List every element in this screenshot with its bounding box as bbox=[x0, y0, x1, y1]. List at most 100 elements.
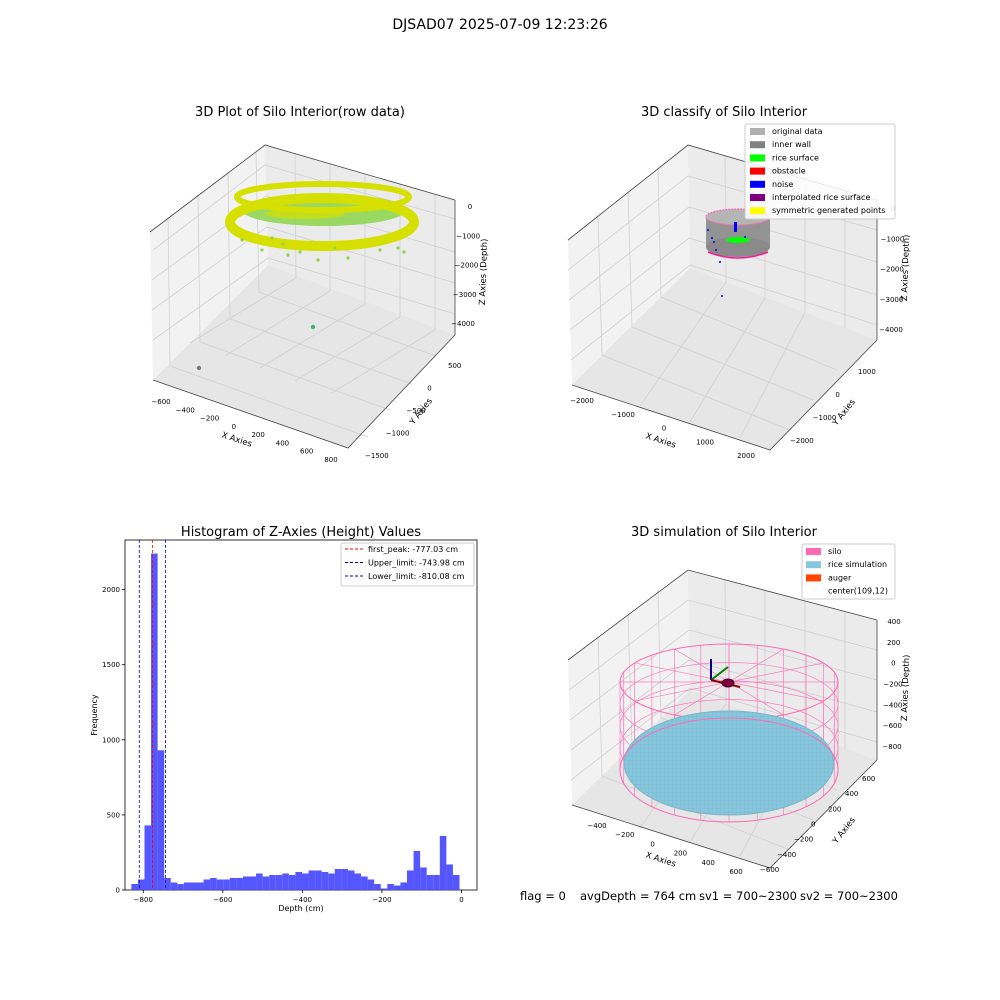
sim-title: 3D simulation of Silo Interior bbox=[631, 525, 818, 540]
hist-bars bbox=[131, 553, 460, 890]
classify-legend-label: inner wall bbox=[772, 140, 811, 149]
classify-legend-label: obstacle bbox=[772, 167, 806, 176]
hist-bar bbox=[433, 874, 440, 890]
panel-classify-title: 3D classify of Silo Interior bbox=[641, 105, 808, 120]
classify-legend-label: symmetric generated points bbox=[772, 206, 885, 215]
classify-x-tick: 1000 bbox=[696, 438, 714, 446]
classify-ylabel: Y Axies bbox=[830, 397, 858, 429]
silo-roof-spoke bbox=[728, 681, 824, 702]
classify-legend: original data inner wall rice surface obsta… bbox=[744, 123, 896, 220]
hist-bar bbox=[446, 864, 453, 890]
raw-y-tick: 500 bbox=[448, 362, 461, 370]
hist-legend: first_peak: -777.03 cm Upper_limit: -743.… bbox=[340, 542, 475, 587]
raw-x-tick: −200 bbox=[200, 415, 219, 423]
raw-y-tick: −500 bbox=[407, 407, 426, 415]
axis-y-arrow bbox=[710, 666, 729, 681]
silo-roof-spoke bbox=[728, 662, 824, 683]
raw-center-patch bbox=[265, 209, 345, 219]
sim-y-tick: 0 bbox=[811, 821, 815, 829]
sim-z-tick: −800 bbox=[882, 743, 901, 751]
hist-bar bbox=[190, 882, 197, 890]
hist-bar bbox=[288, 874, 296, 890]
auger-marker bbox=[721, 678, 735, 688]
sim-y-tick: 400 bbox=[845, 790, 858, 798]
hist-y-ticklabel: 500 bbox=[107, 811, 120, 819]
classify-xlabel: X Axies bbox=[644, 431, 677, 450]
hist-x-ticklabel: −200 bbox=[372, 896, 391, 904]
sim-zlabel: Z Axies (Depth) bbox=[900, 654, 912, 721]
sim-legend-label: center(109,12) bbox=[828, 587, 888, 596]
hist-bar bbox=[347, 870, 355, 890]
raw-pane-floor bbox=[153, 265, 455, 448]
hist-bar bbox=[393, 885, 401, 890]
hist-bar bbox=[308, 870, 316, 890]
sim-legend-swatch bbox=[806, 574, 821, 582]
raw-x-tick: 600 bbox=[300, 448, 313, 456]
noise-column bbox=[734, 222, 737, 232]
classify-z-tick: −3000 bbox=[880, 296, 904, 304]
raw-outlier-1 bbox=[310, 324, 316, 330]
sim-x-tick: 400 bbox=[702, 859, 715, 867]
hist-title: Histogram of Z-Axies (Height) Values bbox=[181, 525, 421, 540]
hist-bar bbox=[301, 873, 309, 890]
symmetric-edge bbox=[707, 251, 769, 259]
sim-y-tick: −600 bbox=[760, 866, 779, 874]
sim-y-tick: −200 bbox=[794, 836, 813, 844]
classify-x-tick: 2000 bbox=[737, 452, 755, 460]
inner-wall-bottom bbox=[706, 237, 770, 257]
rice-simulation-surface bbox=[623, 710, 835, 816]
hist-bar bbox=[439, 835, 447, 890]
sim-x-ticks: −400 −200 0 200 400 600 bbox=[587, 822, 742, 876]
hist-bar bbox=[216, 879, 224, 890]
hist-bar bbox=[341, 868, 348, 890]
sim-z-tick: 0 bbox=[891, 660, 895, 668]
classify-legend-swatch bbox=[750, 207, 765, 215]
sim-y-ticks: −600 −400 −200 0 200 400 600 bbox=[760, 775, 875, 874]
raw-x-ticks: −600 −400 −200 0 200 400 600 800 bbox=[151, 398, 337, 464]
footer-sv2: sv2 = 700~2300 bbox=[800, 889, 898, 903]
hist-axes-frame bbox=[124, 539, 478, 891]
classify-pane-floor bbox=[572, 268, 877, 450]
raw-z-tick: 0 bbox=[468, 203, 472, 211]
hist-x-ticks: −800 −600 −400 −200 0 bbox=[134, 890, 464, 904]
hist-x-ticklabel: 0 bbox=[459, 896, 463, 904]
sim-legend-label: auger bbox=[828, 573, 852, 582]
sim-x-tick: −200 bbox=[615, 831, 634, 839]
hist-bar bbox=[249, 876, 257, 890]
raw-y-tick: −1500 bbox=[365, 452, 389, 460]
rice-surface-patch bbox=[726, 237, 750, 243]
classify-y-ticks: −2000 −1000 0 1000 bbox=[790, 368, 876, 445]
panel-histogram: Histogram of Z-Axies (Height) Values −80… bbox=[90, 525, 478, 913]
sim-ylabel: Y Axies bbox=[830, 815, 858, 847]
hist-bar bbox=[380, 888, 388, 890]
hist-bar bbox=[413, 850, 421, 890]
raw-point-cloud bbox=[196, 181, 419, 371]
raw-box bbox=[149, 144, 456, 449]
sim-x-tick: 600 bbox=[729, 868, 742, 876]
sim-z-tick: −200 bbox=[883, 681, 902, 689]
hist-bar bbox=[282, 873, 289, 890]
hist-bar bbox=[164, 877, 171, 890]
sim-legend: silo rice simulation auger center(109,12) bbox=[801, 543, 896, 600]
hist-bar bbox=[400, 882, 407, 890]
raw-z-tick: −1000 bbox=[456, 232, 480, 240]
hist-bar bbox=[321, 871, 329, 890]
hist-bar bbox=[144, 825, 152, 890]
hist-bar bbox=[177, 883, 184, 890]
hist-bar bbox=[354, 873, 362, 890]
classify-legend-label: noise bbox=[772, 180, 793, 189]
classify-y-tick: −2000 bbox=[790, 437, 814, 445]
hist-y-ticklabel: 1500 bbox=[102, 661, 120, 669]
sim-legend-swatch bbox=[806, 561, 821, 569]
raw-z-ticks: 0 −1000 −2000 −3000 −4000 bbox=[451, 203, 480, 328]
panel-simulation-3d: 3D simulation of Silo Interior bbox=[567, 525, 912, 876]
hist-y-ticklabel: 1000 bbox=[102, 736, 120, 744]
hist-bar bbox=[131, 883, 138, 890]
classify-legend-swatch bbox=[750, 180, 765, 188]
raw-scatter bbox=[240, 236, 406, 262]
raw-x-tick: 200 bbox=[251, 431, 264, 439]
hist-x-ticklabel: −600 bbox=[213, 896, 232, 904]
sim-legend-label: silo bbox=[828, 547, 842, 556]
silo-roof-spoke bbox=[634, 681, 730, 702]
raw-zlabel: Z Axies (Depth) bbox=[478, 238, 490, 305]
